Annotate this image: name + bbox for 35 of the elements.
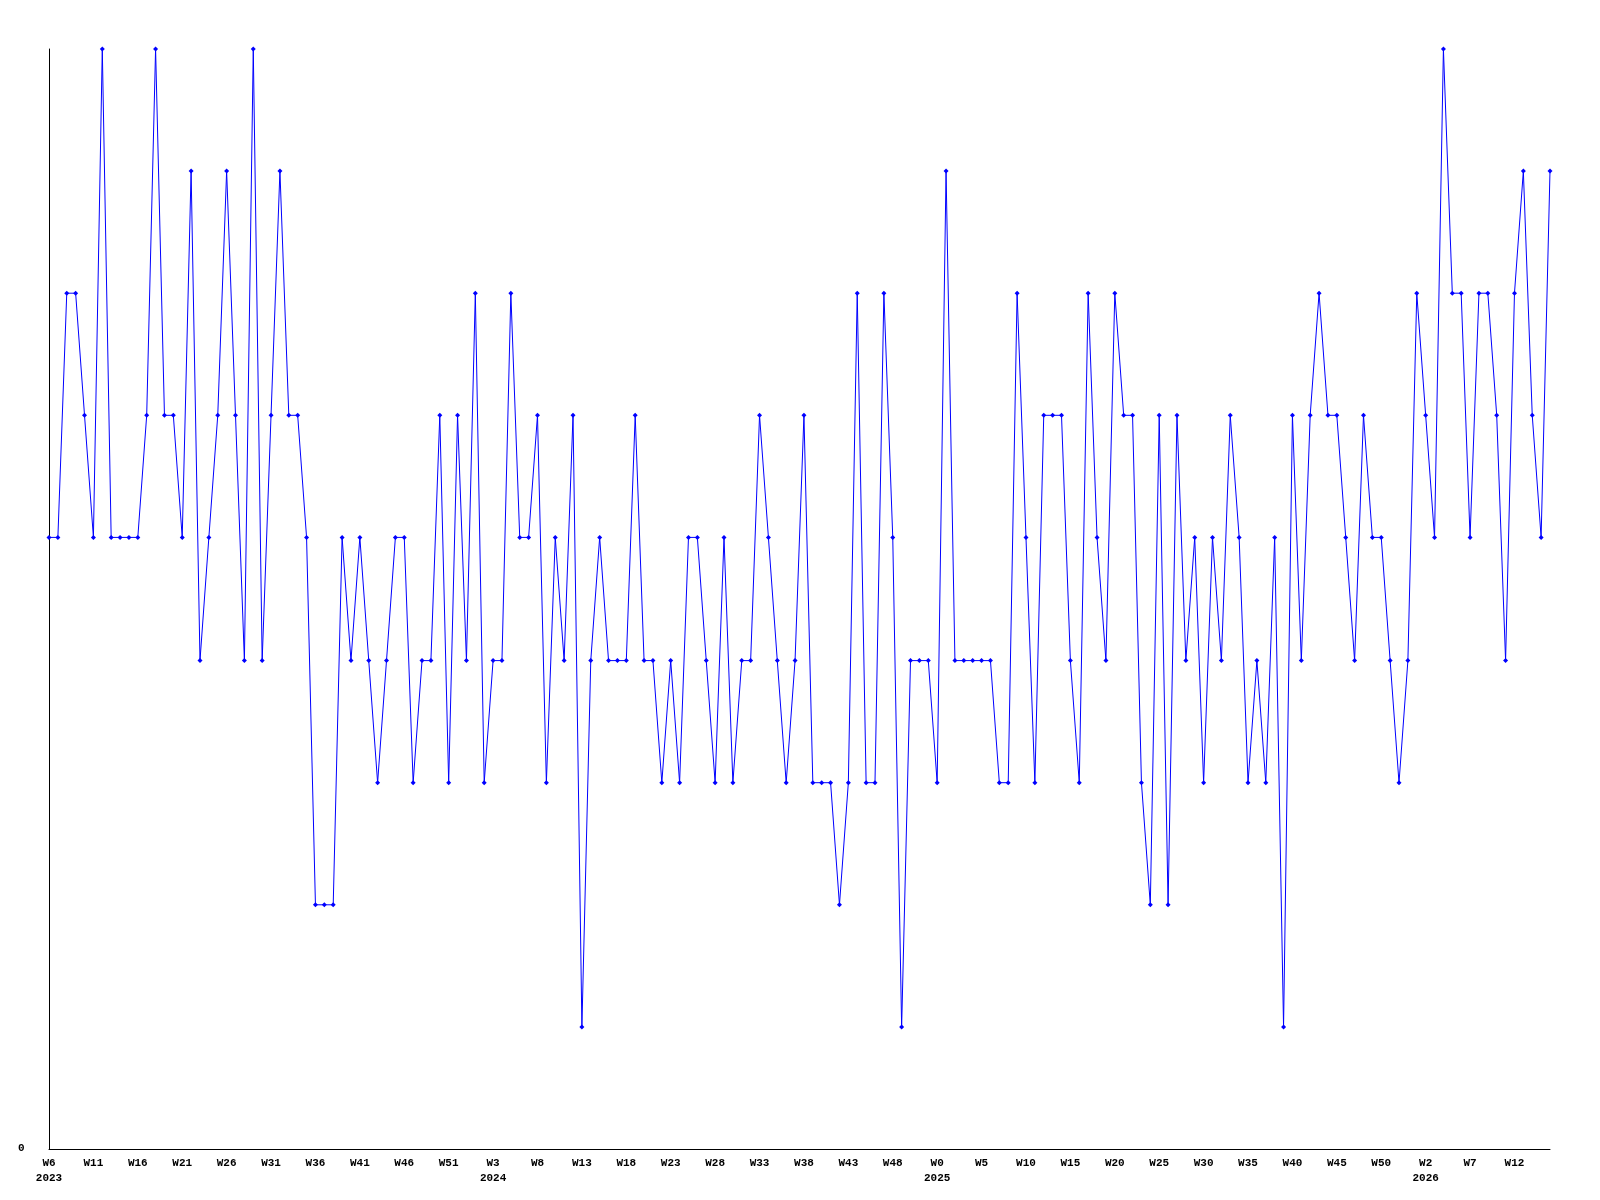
x-tick-label: W18 [616, 1156, 637, 1169]
x-tick-label: W38 [794, 1156, 815, 1169]
x-tick-label: W0 2025 [923, 1156, 951, 1184]
x-tick-label: W10 [1016, 1156, 1036, 1169]
x-tick-label: W46 [394, 1156, 415, 1169]
x-tick-label: W5 [974, 1156, 989, 1169]
x-tick-label: W11 [83, 1156, 104, 1169]
x-tick-label: W30 [1193, 1156, 1214, 1169]
x-tick-label: W33 [749, 1156, 770, 1169]
x-tick-label: W23 [660, 1156, 682, 1169]
x-tick-label: W13 [571, 1156, 593, 1169]
x-tick-label: W8 [530, 1156, 545, 1169]
x-tick-label: W25 [1149, 1156, 1170, 1169]
x-tick-label: W51 [438, 1156, 459, 1169]
x-tick-label: W35 [1238, 1156, 1259, 1169]
x-tick-label: W6 2023 [35, 1156, 63, 1184]
x-tick-label: W12 [1504, 1156, 1525, 1169]
x-tick-label: W41 [349, 1156, 371, 1169]
text: 0 [18, 1141, 25, 1154]
x-tick-label: W21 [172, 1156, 193, 1169]
x-tick-label: W7 [1463, 1156, 1477, 1169]
x-tick-label: W31 [261, 1156, 282, 1169]
x-tick-label: W20 [1104, 1156, 1125, 1169]
x-tick-label: W45 [1326, 1156, 1348, 1169]
x-tick-label: W28 [705, 1156, 726, 1169]
x-tick-label: W15 [1060, 1156, 1081, 1169]
x-tick-label: W50 [1371, 1156, 1392, 1169]
x-tick-label: W16 [127, 1156, 148, 1169]
x-tick-label: W43 [838, 1156, 859, 1169]
x-tick-label: W48 [882, 1156, 904, 1169]
x-tick-label: W36 [305, 1156, 326, 1169]
x-tick-label: W3 2024 [479, 1156, 507, 1184]
x-tick-label: W40 [1282, 1156, 1303, 1169]
x-tick-label: W2 2026 [1412, 1156, 1439, 1184]
x-tick-label: W26 [216, 1156, 237, 1169]
